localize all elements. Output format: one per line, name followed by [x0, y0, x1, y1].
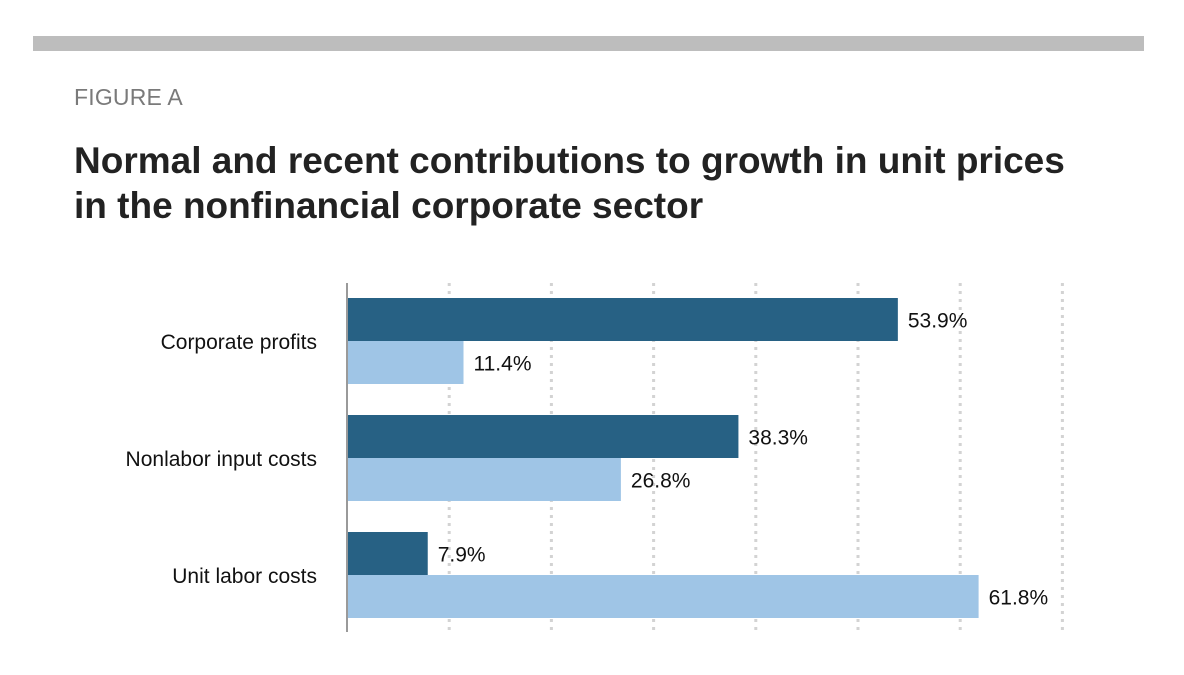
bars	[347, 298, 979, 618]
bar-nonlabor-input-costs-s1	[347, 415, 739, 458]
data-label: 11.4%	[474, 353, 532, 376]
bar-unit-labor-costs-s2	[347, 575, 979, 618]
bar-nonlabor-input-costs-s2	[347, 458, 621, 501]
chart-title: Normal and recent contributions to growt…	[74, 140, 1065, 226]
data-label: 61.8%	[989, 587, 1049, 610]
grid-lines	[447, 283, 1064, 632]
top-rule	[33, 36, 1144, 51]
labels: 53.9% 11.4% Corporate profits 38.3% 26.8% Non…	[126, 310, 1049, 610]
category-label: Unit labor costs	[172, 565, 317, 588]
bar-unit-labor-costs-s1	[347, 532, 428, 575]
bar-corporate-profits-s2	[347, 341, 464, 384]
bar-corporate-profits-s1	[347, 298, 898, 341]
category-label: Corporate profits	[161, 331, 317, 354]
data-label: 7.9%	[438, 544, 486, 567]
data-label: 38.3%	[748, 427, 808, 450]
category-label: Nonlabor input costs	[126, 448, 317, 471]
data-label: 26.8%	[631, 470, 691, 493]
data-label: 53.9%	[908, 310, 968, 333]
figure-label: FIGURE A	[74, 84, 183, 110]
